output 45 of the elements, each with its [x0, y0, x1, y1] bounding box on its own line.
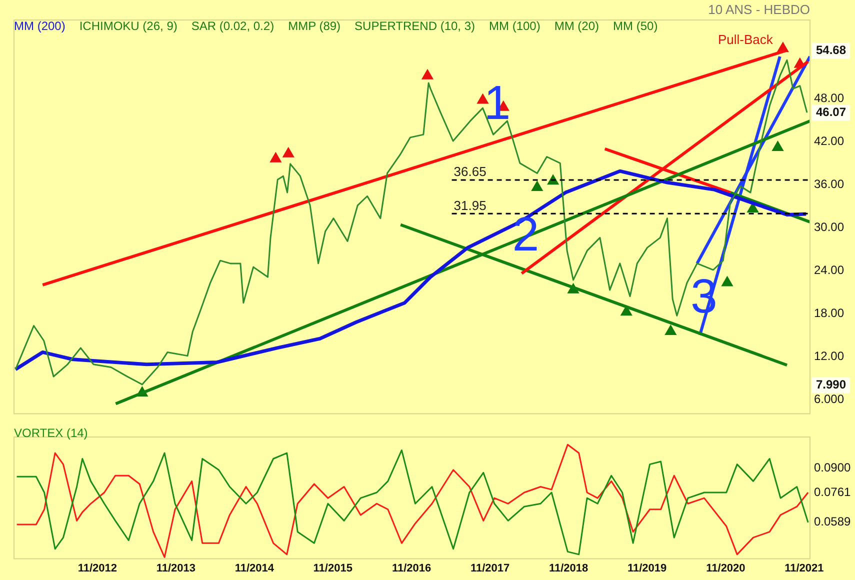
ref-line-label: 31.95: [454, 198, 486, 213]
x-tick-label: 11/2020: [706, 562, 746, 574]
point: [772, 140, 784, 151]
annotation: MMP (89): [288, 19, 341, 33]
annotation: MM (20): [554, 19, 600, 33]
y-tick-label: 0.0900: [814, 460, 852, 475]
x-tick-label: 11/2016: [392, 562, 432, 574]
y-tick-label: 0.0589: [814, 514, 852, 529]
y-tick-label: 12.00: [814, 348, 844, 363]
point: [721, 276, 734, 286]
y-tick-label: 6.000: [814, 392, 844, 406]
x-tick-label: 11/2014: [234, 562, 275, 574]
annotation: 7.990: [816, 378, 846, 392]
x-tick-label: 11/2017: [470, 562, 510, 574]
x-tick-label: 11/2019: [627, 562, 667, 574]
annotation: SAR (0.02, 0.2): [191, 19, 274, 33]
chart-subtitle: 10 ANS - HEBDO: [708, 2, 810, 17]
x-tick-label: 11/2018: [548, 562, 588, 574]
annotation: 46.07: [816, 104, 846, 119]
annotation: SUPERTREND (10, 3): [354, 19, 476, 33]
text: MM (200): [14, 19, 66, 33]
point: [421, 68, 434, 80]
y-tick-label: 0.0761: [814, 484, 852, 499]
x-tick-label: 11/2021: [784, 562, 824, 574]
annotation: 54.68: [816, 43, 846, 58]
point: [531, 180, 544, 192]
ref-line-label: 36.65: [454, 164, 486, 180]
point: [270, 152, 282, 162]
x-tick-label: 11/2015: [313, 562, 352, 574]
y-tick-label: 30.00: [814, 220, 844, 234]
point: [282, 146, 294, 158]
annotation: Pull-Back: [718, 32, 774, 48]
annotation: 1: [484, 76, 511, 130]
y-tick-label: 36.00: [814, 176, 844, 191]
x-tick-label: 11/2012: [78, 562, 118, 574]
chart-title: VORTEX (14): [14, 426, 88, 440]
y-tick-label: 18.00: [814, 306, 844, 320]
annotation: MM (100): [489, 19, 540, 33]
x-tick-label: 11/2013: [156, 562, 196, 574]
y-tick-label: 48.00: [814, 91, 844, 106]
annotation: MM (50): [613, 19, 658, 33]
y-tick-label: 42.00: [814, 134, 844, 148]
point: [664, 324, 677, 335]
y-tick-label: 24.00: [814, 262, 844, 277]
annotation: ICHIMOKU (26, 9): [79, 19, 178, 33]
